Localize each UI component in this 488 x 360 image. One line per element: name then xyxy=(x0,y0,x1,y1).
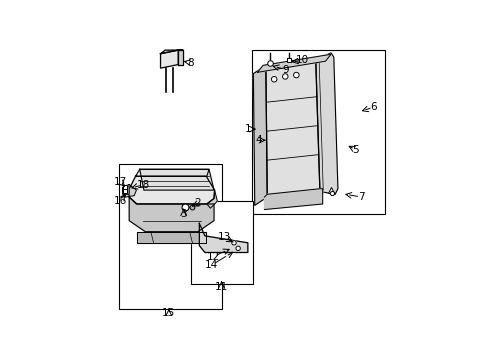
Text: 6: 6 xyxy=(370,102,377,112)
Polygon shape xyxy=(129,197,214,232)
Polygon shape xyxy=(253,66,267,205)
Text: 2: 2 xyxy=(194,198,201,208)
Text: 8: 8 xyxy=(186,58,193,68)
Circle shape xyxy=(235,246,240,251)
Bar xyxy=(251,50,384,214)
Circle shape xyxy=(271,76,276,82)
Polygon shape xyxy=(135,169,208,176)
Polygon shape xyxy=(257,54,330,72)
Text: 5: 5 xyxy=(352,145,359,155)
Text: 7: 7 xyxy=(357,192,364,202)
Text: 3: 3 xyxy=(180,209,186,219)
Text: 9: 9 xyxy=(282,64,289,75)
Polygon shape xyxy=(122,186,129,194)
Polygon shape xyxy=(137,232,206,243)
Text: 16: 16 xyxy=(114,196,127,206)
Bar xyxy=(119,164,221,309)
Polygon shape xyxy=(140,169,214,190)
Circle shape xyxy=(231,240,236,245)
Polygon shape xyxy=(265,60,319,197)
Bar xyxy=(191,201,253,284)
Text: 11: 11 xyxy=(214,282,228,292)
Text: 4: 4 xyxy=(255,135,262,145)
Polygon shape xyxy=(128,176,214,204)
Polygon shape xyxy=(160,50,178,68)
Text: 10: 10 xyxy=(296,55,308,66)
Text: 15: 15 xyxy=(162,309,175,319)
Text: 17: 17 xyxy=(114,177,127,187)
Polygon shape xyxy=(178,50,183,64)
Text: 1: 1 xyxy=(244,124,251,134)
Polygon shape xyxy=(160,50,183,54)
Polygon shape xyxy=(264,189,322,210)
Text: 14: 14 xyxy=(205,260,218,270)
Circle shape xyxy=(282,74,287,79)
Polygon shape xyxy=(125,185,136,197)
Text: 18: 18 xyxy=(137,180,150,190)
Polygon shape xyxy=(206,190,217,208)
Circle shape xyxy=(293,72,299,78)
Text: 12: 12 xyxy=(206,252,220,262)
Text: 13: 13 xyxy=(217,232,230,242)
Polygon shape xyxy=(199,223,247,252)
Polygon shape xyxy=(315,53,337,194)
